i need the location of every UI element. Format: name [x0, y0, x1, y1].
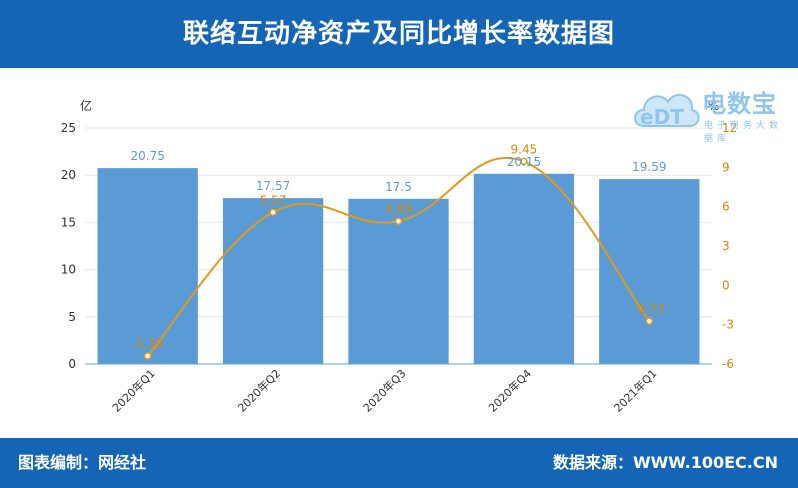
y2-tick-label: 12	[722, 121, 737, 135]
x-tick-label: 2020年Q1	[109, 366, 158, 415]
y2-tick-label: -3	[722, 318, 734, 332]
bar	[473, 173, 575, 364]
bar-value-label: 20.75	[131, 149, 165, 163]
bar	[222, 198, 324, 364]
y-tick-label: 20	[61, 168, 76, 182]
bar	[348, 198, 449, 364]
footer-source: 数据来源：WWW.100EC.CN	[552, 453, 778, 472]
x-tick-label: 2020年Q4	[485, 366, 534, 415]
x-tick-label: 2021年Q1	[611, 366, 660, 415]
page-title: 联络互动净资产及同比增长率数据图	[182, 19, 615, 49]
header-bar: 联络互动净资产及同比增长率数据图	[0, 0, 798, 68]
bars	[97, 168, 700, 364]
y2-tick-label: 9	[722, 160, 730, 174]
line-value-label: 9.45	[511, 142, 538, 156]
x-tick-label: 2020年Q2	[235, 366, 284, 415]
bar-value-label: 17.5	[385, 180, 412, 194]
y2-tick-label: 6	[722, 200, 730, 214]
watermark-subtitle: 电子商务大数据库	[704, 121, 783, 144]
watermark-brand: 电数宝	[702, 90, 777, 118]
x-tick-label: 2020年Q3	[360, 366, 409, 415]
footer-bar: 图表编制：网经社 数据来源：WWW.100EC.CN	[0, 438, 798, 488]
footer-credit: 图表编制：网经社	[18, 453, 147, 472]
line-point	[269, 208, 277, 217]
y-tick-label: 25	[61, 121, 76, 135]
bar-value-label: 20.15	[507, 155, 541, 169]
cloud-icon: eDT	[634, 94, 700, 129]
bar	[599, 179, 700, 364]
y-tick-label: 0	[68, 357, 76, 371]
y2-tick-label: 3	[722, 239, 730, 253]
bar-value-label: 17.57	[256, 179, 290, 193]
line-value-label: 4.89	[385, 202, 412, 216]
line-value-label: 5.57	[260, 193, 287, 207]
y2-tick-label: -6	[722, 357, 734, 371]
line-value-label: -5.39	[132, 337, 163, 351]
y2-tick-label: 0	[722, 278, 730, 292]
growth-line	[143, 156, 654, 360]
watermark-logo: eDT 电数宝 电子商务大数据库	[630, 76, 790, 144]
line-value-label: -2.73	[634, 302, 665, 316]
chart: 20.75 17.57 17.5 20.15 19.59 -5.39 5.57 4.89 9.4…	[61, 98, 738, 415]
line-point	[143, 352, 152, 360]
bar	[97, 168, 198, 364]
line-point	[520, 157, 528, 166]
y-tick-label: 15	[61, 215, 76, 229]
y-tick-label: 5	[68, 310, 76, 324]
line-point	[394, 217, 403, 225]
bar-value-label: 19.59	[632, 160, 666, 174]
y2-unit-label: %	[708, 99, 719, 113]
line-point	[645, 317, 654, 325]
y-tick-label: 10	[61, 263, 76, 277]
data-labels: 20.75 17.57 17.5 20.15 19.59 -5.39 5.57 4.89 9.4…	[131, 142, 667, 351]
y-unit-label: 亿	[80, 98, 92, 113]
logo-letters: eDT	[640, 105, 684, 129]
